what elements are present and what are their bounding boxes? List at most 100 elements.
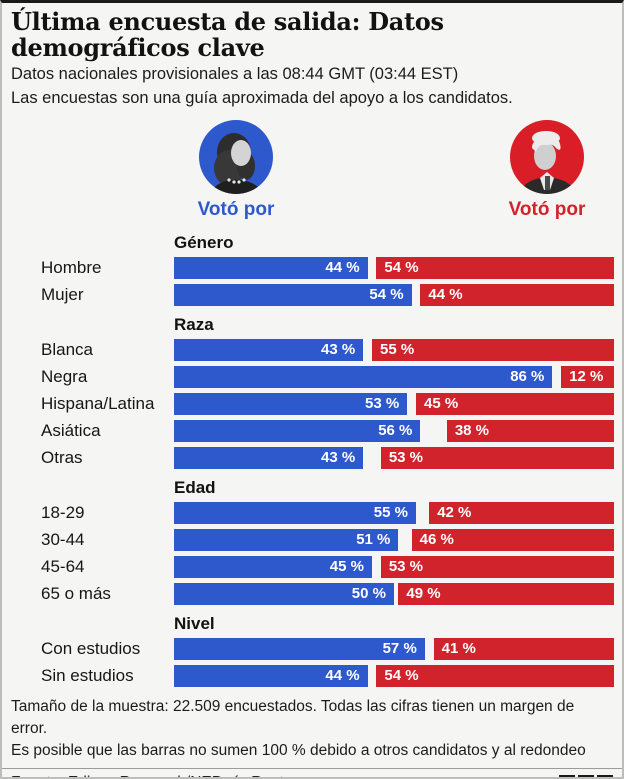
trump-bar: 49 %: [398, 583, 614, 605]
source-text: Fuente: Edison Research/NEP vía Reuters: [11, 774, 305, 777]
trump-bar: 38 %: [446, 420, 614, 442]
chart-sections: Género Hombre 44 % 54 % Mujer 54 % 44 %: [2, 234, 622, 687]
harris-bar: 43 %: [174, 447, 364, 469]
candidates-header: Votó por Votó por: [2, 120, 622, 232]
subtitle-line-2: Las encuestas son una guía aproximada de…: [11, 89, 513, 107]
page-title: Última encuesta de salida: Datos demográ…: [11, 7, 444, 62]
chart-row: Hombre 44 % 54 %: [2, 257, 622, 279]
source-row: Fuente: Edison Research/NEP vía Reuters …: [2, 769, 622, 777]
row-label: Sin estudios: [41, 666, 134, 685]
harris-bar: 54 %: [174, 284, 412, 306]
harris-value: 43 %: [320, 449, 356, 466]
section-title: Género: [174, 233, 234, 252]
chart-row: 30-44 51 % 46 %: [2, 529, 622, 551]
row-label: Mujer: [41, 285, 84, 304]
trump-bar: 46 %: [411, 529, 614, 551]
trump-vote-label: Votó por: [508, 199, 586, 220]
harris-bar: 43 %: [174, 339, 364, 361]
chart-row: Asiática 56 % 38 %: [2, 420, 622, 442]
row-label: 18-29: [41, 503, 85, 522]
row-label: 65 o más: [41, 584, 111, 603]
rounding-note: Es posible que las barras no sumen 100 %…: [11, 742, 586, 759]
harris-bar: 51 %: [174, 529, 399, 551]
harris-bar: 50 %: [174, 583, 394, 605]
section-rows: Blanca 43 % 55 % Negra 86 % 12 %: [2, 339, 622, 469]
harris-value: 54 %: [369, 286, 404, 303]
trump-bar: 53 %: [380, 447, 614, 469]
section-title: Nivel: [174, 614, 215, 633]
row-label: 45-64: [41, 557, 85, 576]
chart-row: Otras 43 % 53 %: [2, 447, 622, 469]
bar-track: 86 % 12 %: [174, 366, 614, 388]
section-rows: Con estudios 57 % 41 % Sin estudios 44 %…: [2, 638, 622, 687]
harris-value: 50 %: [351, 585, 386, 602]
section-title: Edad: [174, 478, 216, 497]
harris-bar: 45 %: [174, 556, 372, 578]
bar-track: 44 % 54 %: [174, 257, 614, 279]
trump-photo-icon: [510, 120, 584, 194]
chart-section: Género Hombre 44 % 54 % Mujer 54 % 44 %: [2, 234, 622, 306]
bar-track: 57 % 41 %: [174, 638, 614, 660]
trump-value: 45 %: [424, 395, 459, 412]
bbc-logo-letter: B: [559, 775, 575, 777]
row-label: Otras: [41, 448, 83, 467]
chart-row: Sin estudios 44 % 54 %: [2, 665, 622, 687]
section-rows: 18-29 55 % 42 % 30-44 51 % 46 %: [2, 502, 622, 605]
harris-bar: 44 %: [174, 665, 368, 687]
bar-track: 54 % 44 %: [174, 284, 614, 306]
chart-row: Blanca 43 % 55 %: [2, 339, 622, 361]
harris-bar: 53 %: [174, 393, 408, 415]
row-label: 30-44: [41, 530, 85, 549]
harris-vote-label: Votó por: [197, 199, 275, 220]
harris-value: 44 %: [325, 259, 360, 276]
bbc-logo-letter: C: [597, 775, 613, 777]
chart-row: Con estudios 57 % 41 %: [2, 638, 622, 660]
chart-row: Negra 86 % 12 %: [2, 366, 622, 388]
bbc-logo: B B C: [559, 775, 613, 777]
trump-value: 12 %: [569, 368, 604, 385]
trump-value: 53 %: [388, 449, 424, 466]
trump-value: 55 %: [380, 341, 415, 358]
harris-photo-icon: [199, 120, 273, 194]
sample-size-note: Tamaño de la muestra: 22.509 encuestados…: [11, 698, 575, 737]
trump-bar: 53 %: [380, 556, 614, 578]
row-label: Con estudios: [41, 639, 141, 658]
trump-value: 54 %: [384, 667, 419, 684]
footer-notes: Tamaño de la muestra: 22.509 encuestados…: [11, 696, 613, 762]
harris-value: 86 %: [510, 368, 545, 385]
harris-bar: 44 %: [174, 257, 368, 279]
chart-row: Hispana/Latina 53 % 45 %: [2, 393, 622, 415]
bbc-logo-letter: B: [578, 775, 594, 777]
trump-value: 54 %: [384, 259, 419, 276]
trump-bar: 44 %: [420, 284, 614, 306]
trump-value: 49 %: [406, 585, 441, 602]
harris-value: 55 %: [373, 504, 408, 521]
harris-value: 53 %: [364, 395, 400, 412]
row-label: Asiática: [41, 421, 101, 440]
trump-bar: 12 %: [561, 366, 614, 388]
footer-divider: [2, 768, 622, 769]
chart-section: Raza Blanca 43 % 55 % Negra 86 % 12 %: [2, 316, 622, 469]
harris-bar: 55 %: [174, 502, 416, 524]
trump-bar: 41 %: [433, 638, 614, 660]
chart-row: 65 o más 50 % 49 %: [2, 583, 622, 605]
trump-value: 41 %: [441, 640, 476, 657]
chart-row: 45-64 45 % 53 %: [2, 556, 622, 578]
bar-track: 43 % 55 %: [174, 339, 614, 361]
trump-bar: 45 %: [416, 393, 614, 415]
bar-track: 53 % 45 %: [174, 393, 614, 415]
chart-section: Nivel Con estudios 57 % 41 % Sin estudio…: [2, 615, 622, 687]
harris-value: 44 %: [325, 667, 360, 684]
trump-value: 46 %: [419, 531, 454, 548]
subtitle-line-1: Datos nacionales provisionales a las 08:…: [11, 65, 459, 83]
section-rows: Hombre 44 % 54 % Mujer 54 % 44 %: [2, 257, 622, 306]
trump-bar: 42 %: [429, 502, 614, 524]
trump-bar: 55 %: [372, 339, 614, 361]
row-label: Hispana/Latina: [41, 394, 155, 413]
harris-value: 56 %: [378, 422, 413, 439]
row-label: Blanca: [41, 340, 93, 359]
harris-bar: 56 %: [174, 420, 421, 442]
trump-value: 42 %: [437, 504, 472, 521]
chart-row: 18-29 55 % 42 %: [2, 502, 622, 524]
trump-bar: 54 %: [376, 257, 614, 279]
